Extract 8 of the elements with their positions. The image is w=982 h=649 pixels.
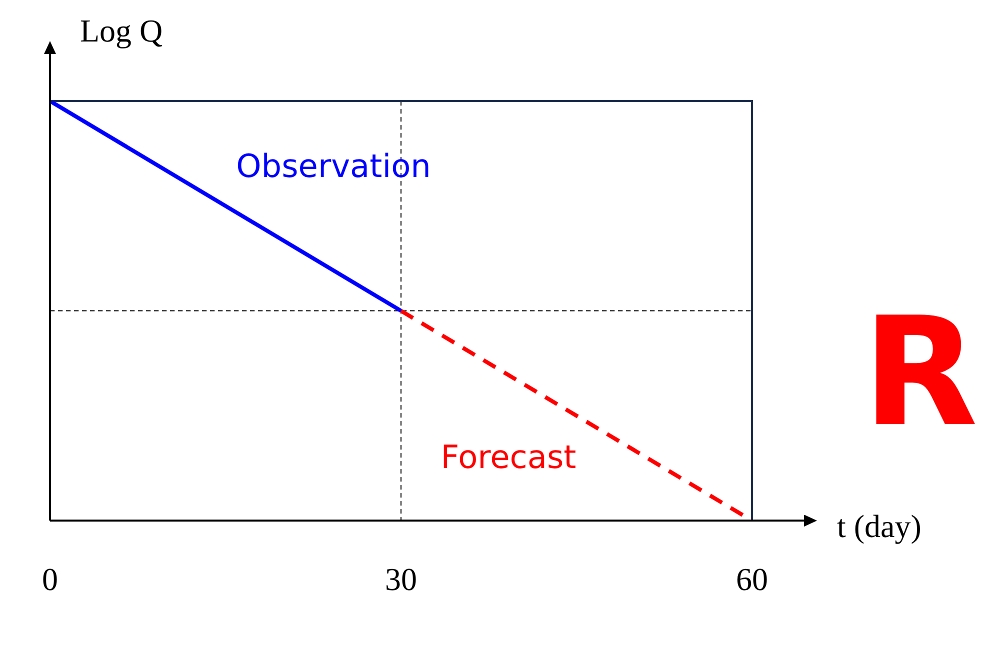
text: R	[862, 286, 978, 460]
x-tick-label: 30	[385, 561, 417, 598]
x-tick-label: 0	[42, 561, 58, 598]
y-axis-title: Log Q	[80, 12, 163, 48]
series-label: Forecast	[440, 438, 576, 476]
x-tick-label: 60	[736, 561, 768, 598]
x-axis-title: t (day)	[837, 508, 922, 544]
series-label: Observation	[236, 147, 431, 186]
